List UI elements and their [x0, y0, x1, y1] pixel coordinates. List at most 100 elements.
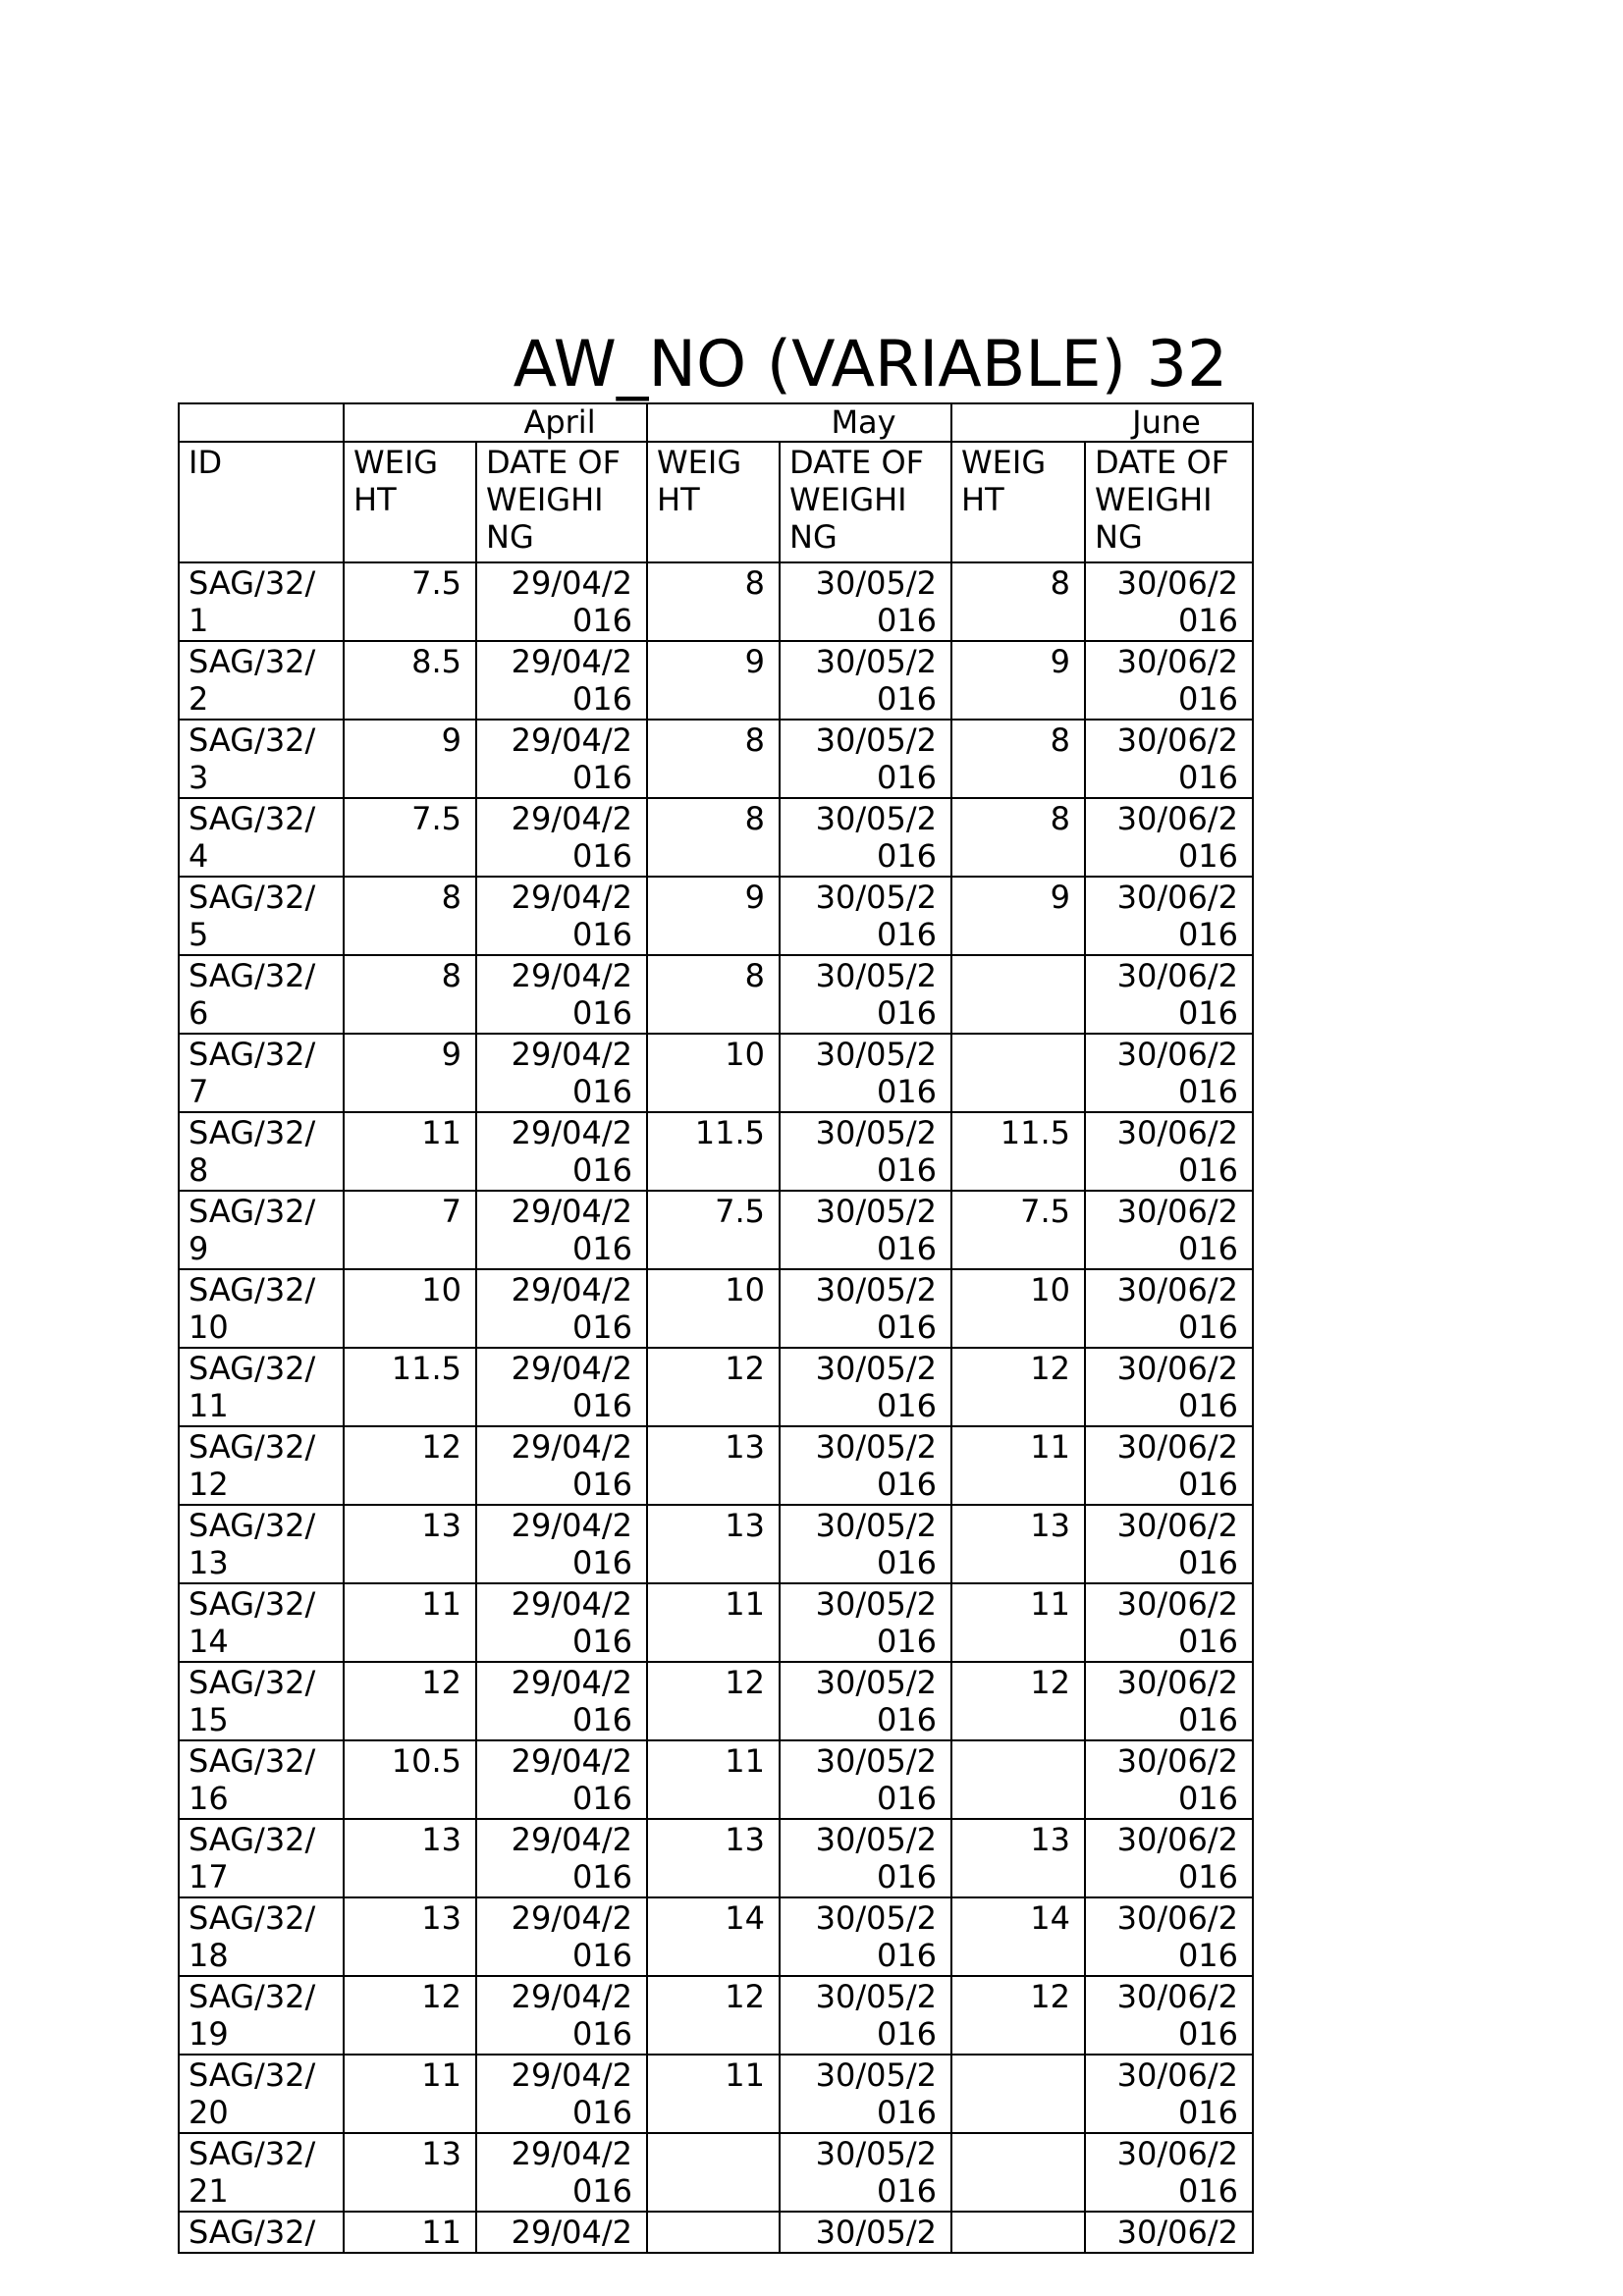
april-date-cell: 29/04/2 016 [474, 640, 649, 721]
column-header-april-date: DATE OF WEIGHI NG [474, 441, 649, 563]
april-weight-cell: 9 [343, 1033, 477, 1113]
may-weight-cell: 9 [646, 640, 782, 721]
may-weight-cell: 13 [646, 1425, 782, 1506]
june-weight-cell: 7.5 [950, 1190, 1087, 1270]
june-weight-cell [950, 2211, 1087, 2254]
june-date-cell: 30/06/2 016 [1084, 561, 1255, 642]
id-cell: SAG/32/ 14 [178, 1582, 345, 1663]
june-date-cell: 30/06/2 016 [1084, 1111, 1255, 1192]
month-header-row: April May June [178, 402, 1255, 443]
page-title: AW_NO (VARIABLE) 32 [513, 328, 1228, 401]
table-row: SAG/32/ 1 7.5 29/04/2 016 8 30/05/2 016 … [178, 561, 1255, 642]
june-weight-cell [950, 2132, 1087, 2213]
may-date-cell: 30/05/2 016 [779, 1818, 953, 1898]
may-date-cell: 30/05/2 016 [779, 1582, 953, 1663]
june-date-cell: 30/06/2 016 [1084, 954, 1255, 1035]
month-header-june: June [950, 402, 1255, 443]
id-cell: SAG/32/ 6 [178, 954, 345, 1035]
june-weight-cell: 9 [950, 640, 1087, 721]
corner-cell [178, 402, 345, 443]
june-date-cell: 30/06/2 016 [1084, 1896, 1255, 1977]
june-date-cell: 30/06/2 016 [1084, 1818, 1255, 1898]
april-date-cell: 29/04/2 016 [474, 1033, 649, 1113]
april-weight-cell: 13 [343, 1504, 477, 1584]
april-date-cell: 29/04/2 016 [474, 954, 649, 1035]
table-row: SAG/32/ 14 11 29/04/2 016 11 30/05/2 016… [178, 1582, 1255, 1663]
june-date-cell: 30/06/2 016 [1084, 1347, 1255, 1427]
table-row: SAG/32/ 20 11 29/04/2 016 11 30/05/2 016… [178, 2054, 1255, 2134]
may-date-cell: 30/05/2 016 [779, 1896, 953, 1977]
june-weight-cell [950, 1739, 1087, 1820]
april-weight-cell: 10.5 [343, 1739, 477, 1820]
april-weight-cell: 11.5 [343, 1347, 477, 1427]
may-date-cell: 30/05/2 016 [779, 1268, 953, 1349]
table-row: SAG/32/ 18 13 29/04/2 016 14 30/05/2 016… [178, 1896, 1255, 1977]
april-weight-cell: 7.5 [343, 561, 477, 642]
april-date-cell: 29/04/2 016 [474, 1896, 649, 1977]
june-date-cell: 30/06/2 016 [1084, 1504, 1255, 1584]
table-row: SAG/32/ 19 12 29/04/2 016 12 30/05/2 016… [178, 1975, 1255, 2056]
april-weight-cell: 7.5 [343, 797, 477, 878]
june-date-cell: 30/06/2 016 [1084, 2132, 1255, 2213]
april-date-cell: 29/04/2 016 [474, 876, 649, 956]
april-date-cell: 29/04/2 016 [474, 1425, 649, 1506]
table-row: SAG/32/ 4 7.5 29/04/2 016 8 30/05/2 016 … [178, 797, 1255, 878]
april-weight-cell: 10 [343, 1268, 477, 1349]
may-date-cell: 30/05/2 016 [779, 876, 953, 956]
june-weight-cell: 9 [950, 876, 1087, 956]
table-row: SAG/32/ 21 13 29/04/2 016 30/05/2 016 30… [178, 2132, 1255, 2213]
june-weight-cell: 8 [950, 561, 1087, 642]
table-row: SAG/32/ 15 12 29/04/2 016 12 30/05/2 016… [178, 1661, 1255, 1741]
id-cell: SAG/32/ 8 [178, 1111, 345, 1192]
may-date-cell: 30/05/2 016 [779, 561, 953, 642]
june-date-cell: 30/06/2 016 [1084, 1739, 1255, 1820]
id-cell: SAG/32/ 18 [178, 1896, 345, 1977]
may-weight-cell: 11.5 [646, 1111, 782, 1192]
june-weight-cell: 14 [950, 1896, 1087, 1977]
april-weight-cell: 13 [343, 1818, 477, 1898]
april-date-cell: 29/04/2 016 [474, 797, 649, 878]
june-weight-cell [950, 1033, 1087, 1113]
id-cell: SAG/32/ 15 [178, 1661, 345, 1741]
april-weight-cell: 11 [343, 1111, 477, 1192]
may-weight-cell: 12 [646, 1347, 782, 1427]
june-date-cell: 30/06/2 016 [1084, 1033, 1255, 1113]
may-weight-cell: 11 [646, 1739, 782, 1820]
april-weight-cell: 13 [343, 1896, 477, 1977]
june-weight-cell: 8 [950, 797, 1087, 878]
june-weight-cell: 8 [950, 719, 1087, 799]
column-header-april-weight: WEIG HT [343, 441, 477, 563]
id-cell: SAG/32/ 17 [178, 1818, 345, 1898]
june-date-cell: 30/06/2 016 [1084, 1425, 1255, 1506]
april-date-cell: 29/04/2 016 [474, 1111, 649, 1192]
april-date-cell: 29/04/2 016 [474, 1661, 649, 1741]
table-row: SAG/32/ 7 9 29/04/2 016 10 30/05/2 016 3… [178, 1033, 1255, 1113]
id-cell: SAG/32/ 20 [178, 2054, 345, 2134]
may-weight-cell: 14 [646, 1896, 782, 1977]
may-date-cell: 30/05/2 016 [779, 2132, 953, 2213]
june-date-cell: 30/06/2 016 [1084, 797, 1255, 878]
june-weight-cell: 12 [950, 1661, 1087, 1741]
table-row: SAG/32/ 8 11 29/04/2 016 11.5 30/05/2 01… [178, 1111, 1255, 1192]
april-date-cell: 29/04/2 016 [474, 1190, 649, 1270]
table-row: SAG/32/ 2 8.5 29/04/2 016 9 30/05/2 016 … [178, 640, 1255, 721]
may-date-cell: 30/05/2 016 [779, 1033, 953, 1113]
table-row: SAG/32/ 11 29/04/2 30/05/2 30/06/2 [178, 2211, 1255, 2254]
may-date-cell: 30/05/2 016 [779, 1111, 953, 1192]
column-header-may-date: DATE OF WEIGHI NG [779, 441, 953, 563]
id-cell: SAG/32/ 1 [178, 561, 345, 642]
june-weight-cell: 11.5 [950, 1111, 1087, 1192]
april-weight-cell: 8 [343, 876, 477, 956]
may-weight-cell: 12 [646, 1661, 782, 1741]
june-weight-cell: 11 [950, 1425, 1087, 1506]
table-row: SAG/32/ 11 11.5 29/04/2 016 12 30/05/2 0… [178, 1347, 1255, 1427]
may-date-cell: 30/05/2 016 [779, 1425, 953, 1506]
may-weight-cell: 7.5 [646, 1190, 782, 1270]
april-weight-cell: 12 [343, 1975, 477, 2056]
table-header: April May June ID WEIG HT DATE OF WEIGHI… [178, 402, 1255, 563]
id-cell: SAG/32/ 12 [178, 1425, 345, 1506]
id-cell: SAG/32/ 13 [178, 1504, 345, 1584]
id-cell: SAG/32/ 5 [178, 876, 345, 956]
may-weight-cell: 9 [646, 876, 782, 956]
column-header-row: ID WEIG HT DATE OF WEIGHI NG WEIG HT DAT… [178, 441, 1255, 563]
